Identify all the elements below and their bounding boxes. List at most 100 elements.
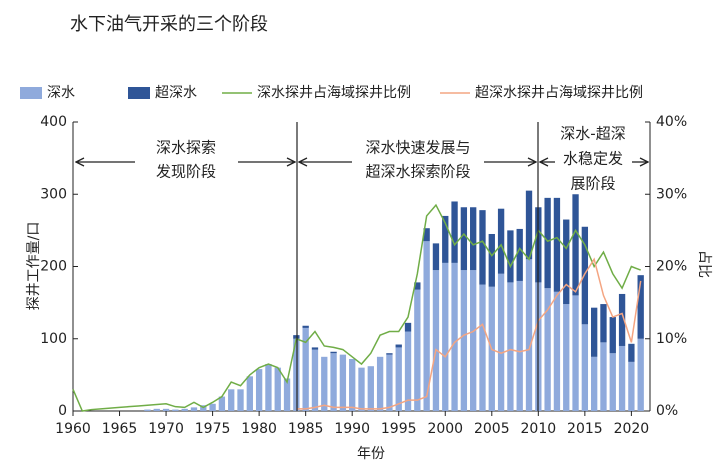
y-tick-label: 0	[58, 403, 67, 419]
bar	[581, 324, 589, 411]
legend-label: 深水	[47, 85, 75, 101]
bar	[283, 378, 291, 411]
x-tick-label: 1980	[241, 421, 277, 437]
bar	[330, 353, 337, 411]
x-tick-label: 1990	[334, 421, 370, 437]
bar	[451, 262, 458, 411]
bar	[172, 409, 179, 411]
bar	[563, 304, 570, 411]
bar	[302, 325, 309, 328]
y-tick-label: 400	[40, 114, 67, 130]
bar	[600, 304, 607, 343]
bar	[404, 322, 412, 332]
bar	[544, 288, 551, 411]
bar	[628, 343, 635, 362]
bar	[609, 353, 616, 411]
plot: 0 100 200 300 400 0% 10% 20% 30% 40% 1960 1965 1970 1…	[20, 85, 687, 437]
bar	[274, 367, 281, 411]
stage-dividers	[76, 122, 648, 411]
bar	[563, 219, 570, 305]
bar	[525, 190, 533, 260]
bar	[470, 207, 477, 271]
bar	[293, 338, 300, 411]
bar	[395, 344, 402, 348]
y2-tick-label: 10%	[656, 331, 687, 347]
bar	[162, 408, 170, 411]
bar	[358, 367, 365, 411]
annotation: 超深水探索阶段	[365, 163, 470, 181]
y2-axis-label: 占比	[696, 250, 712, 278]
bar	[442, 215, 449, 263]
legend-label: 超深水	[155, 85, 197, 101]
legend-swatch	[128, 87, 150, 99]
x-tick-label: 1960	[55, 421, 91, 437]
x-tick-label: 2005	[474, 421, 510, 437]
legend-label: 深水探井占海域探井比例	[257, 85, 411, 101]
bar	[637, 275, 644, 339]
bar	[190, 407, 198, 411]
bar	[153, 408, 160, 411]
annotation: 发现阶段	[156, 163, 216, 181]
x-tick-label: 1975	[195, 421, 231, 437]
bar	[516, 228, 523, 281]
x-tick-label: 2010	[521, 421, 557, 437]
bar	[386, 354, 393, 411]
x-tick-label: 2000	[427, 421, 463, 437]
bar	[246, 376, 253, 411]
bar	[255, 369, 263, 411]
bar	[460, 270, 468, 411]
bar	[525, 259, 533, 411]
bar	[488, 233, 495, 287]
bar	[404, 331, 412, 411]
bar	[265, 364, 272, 411]
bar	[497, 208, 505, 274]
bar	[507, 282, 514, 411]
y2-tick-label: 40%	[656, 114, 687, 130]
y-tick-label: 100	[40, 331, 67, 347]
bar	[516, 280, 523, 411]
y-axis-label: 探井工作量/口	[26, 222, 42, 311]
x-tick-label: 2020	[614, 421, 650, 437]
bar	[414, 282, 421, 290]
bar	[181, 408, 188, 411]
bar	[237, 389, 244, 411]
annotation: 展阶段	[570, 175, 615, 193]
bar	[451, 201, 458, 263]
bar	[442, 262, 449, 411]
bar	[572, 295, 579, 411]
bar	[311, 349, 319, 411]
bar	[395, 347, 402, 411]
bar	[423, 228, 430, 242]
bar	[590, 356, 598, 411]
bar	[460, 207, 468, 271]
bar	[218, 396, 226, 411]
annotation: 深水快速发展与	[365, 139, 470, 157]
bar	[609, 317, 616, 354]
bar	[432, 270, 440, 411]
x-tick-label: 1995	[381, 421, 417, 437]
bar	[321, 356, 328, 411]
bar	[590, 307, 598, 357]
legend-label: 超深水探井占海域探井比例	[475, 85, 643, 101]
bar	[293, 335, 300, 339]
bar	[144, 409, 151, 411]
bar	[581, 226, 589, 325]
bar	[628, 361, 635, 411]
bar	[470, 270, 477, 411]
chart-title: 水下油气开采的三个阶段	[70, 14, 268, 35]
bar	[479, 210, 486, 285]
x-axis-label: 年份	[357, 446, 385, 462]
bar	[376, 356, 384, 411]
x-tick-label: 1985	[288, 421, 324, 437]
line	[72, 203, 641, 412]
bar	[228, 389, 235, 411]
bar	[209, 403, 216, 411]
x-tick-label: 1965	[102, 421, 138, 437]
bar	[432, 243, 440, 271]
x-tick-label: 2015	[567, 421, 603, 437]
annotation: 深水-超深	[560, 125, 625, 143]
bar	[572, 194, 579, 296]
annotation: 深水探索	[156, 139, 216, 157]
bar	[553, 197, 561, 292]
